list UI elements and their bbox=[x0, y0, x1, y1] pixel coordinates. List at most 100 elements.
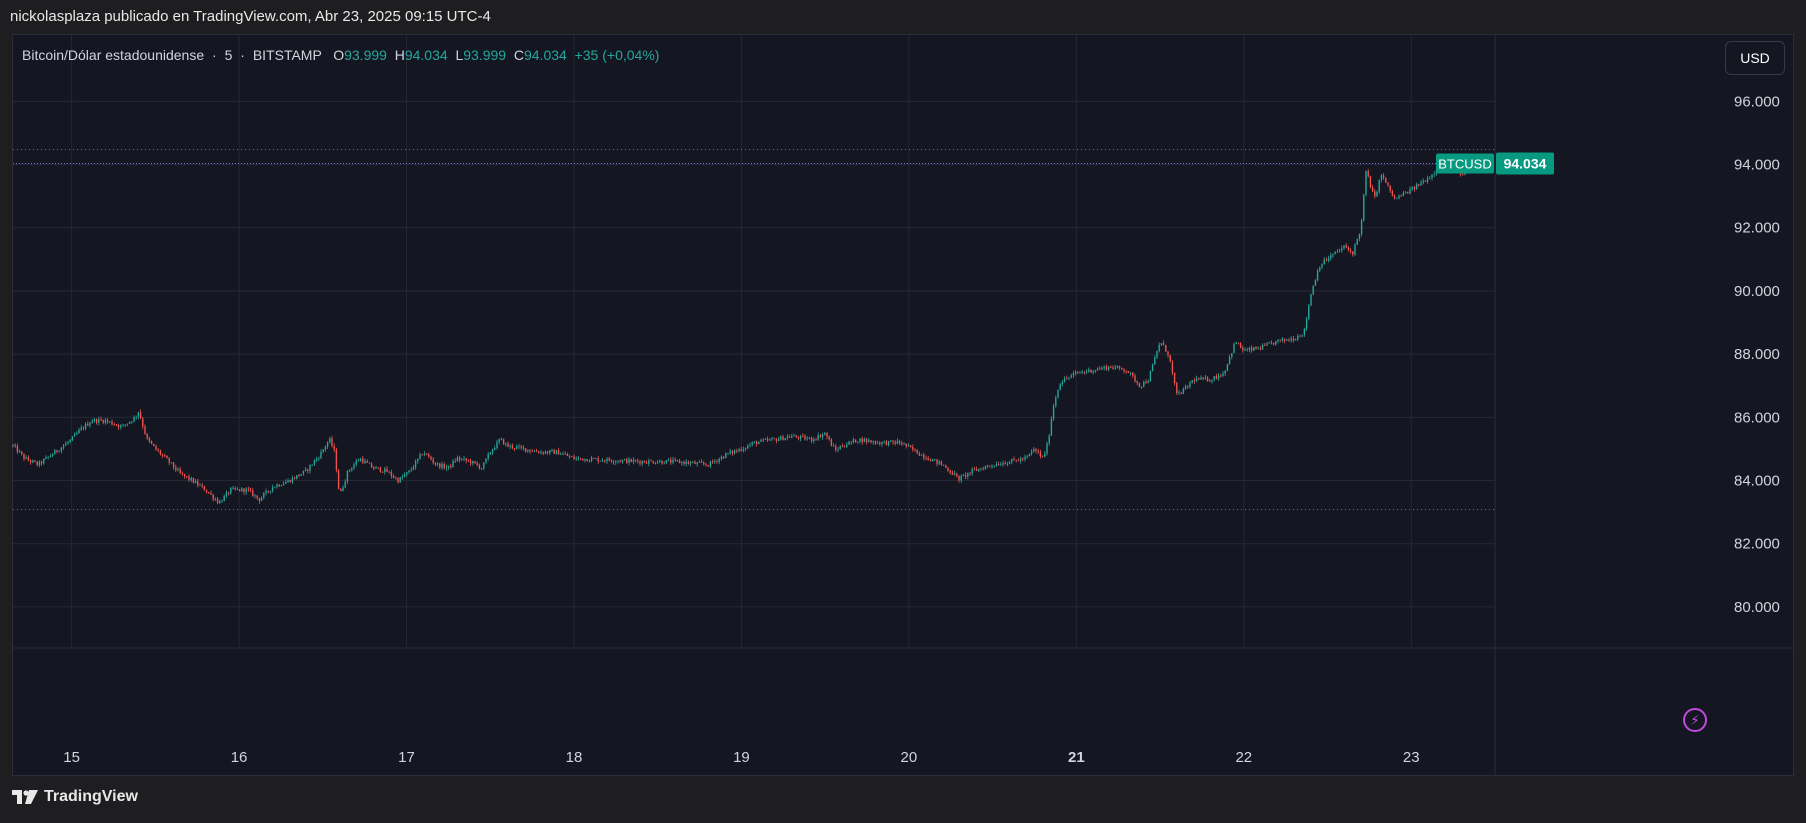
candle bbox=[124, 424, 126, 428]
candle bbox=[115, 424, 118, 427]
candle bbox=[1257, 346, 1259, 350]
candle bbox=[23, 453, 25, 462]
candle bbox=[153, 443, 155, 447]
candle bbox=[439, 462, 441, 470]
candle-body bbox=[524, 448, 527, 452]
candle-body bbox=[430, 456, 432, 460]
candle bbox=[388, 470, 390, 474]
candle bbox=[993, 465, 995, 468]
candle-body bbox=[802, 435, 804, 437]
candle bbox=[1385, 177, 1387, 183]
candle bbox=[230, 486, 232, 495]
candle bbox=[729, 448, 731, 455]
candle bbox=[810, 436, 813, 444]
candle-body bbox=[1070, 375, 1072, 378]
candle bbox=[271, 484, 274, 493]
candle-body bbox=[399, 477, 401, 483]
candle bbox=[227, 491, 230, 496]
candle-body bbox=[685, 461, 687, 465]
candle bbox=[476, 461, 478, 467]
candle bbox=[905, 443, 907, 449]
candle bbox=[142, 416, 144, 430]
tradingview-logo[interactable]: TradingView bbox=[12, 788, 138, 806]
candle-body bbox=[696, 462, 698, 464]
candle bbox=[1365, 170, 1367, 197]
candle bbox=[289, 479, 291, 483]
candle bbox=[1369, 175, 1372, 189]
candle bbox=[113, 422, 115, 426]
candle-body bbox=[1136, 381, 1138, 384]
candle-body bbox=[1248, 347, 1251, 350]
candle-body bbox=[1022, 458, 1024, 460]
candle bbox=[1387, 181, 1389, 187]
candle-body bbox=[450, 465, 452, 467]
candle-body bbox=[527, 449, 529, 452]
candle-body bbox=[641, 461, 643, 464]
candle-body bbox=[1323, 259, 1325, 265]
currency-button[interactable]: USD bbox=[1725, 41, 1785, 75]
candle-body bbox=[821, 434, 824, 438]
candle bbox=[65, 441, 67, 446]
candle-body bbox=[478, 465, 481, 469]
lightning-icon[interactable]: ⚡ bbox=[1683, 708, 1707, 732]
candle-body bbox=[348, 469, 351, 471]
candle bbox=[1030, 449, 1033, 456]
candle bbox=[164, 453, 166, 458]
candle-body bbox=[1418, 184, 1420, 186]
candle bbox=[205, 489, 208, 494]
candle bbox=[590, 455, 593, 463]
candle-body bbox=[265, 490, 267, 494]
candle-body bbox=[95, 419, 98, 423]
candle bbox=[621, 459, 624, 464]
candle-body bbox=[923, 454, 925, 459]
candle-body bbox=[1039, 451, 1042, 457]
candle bbox=[245, 486, 247, 495]
candle-body bbox=[993, 465, 995, 467]
candle bbox=[898, 439, 901, 445]
candle bbox=[122, 423, 124, 427]
candle bbox=[1253, 346, 1255, 352]
candle bbox=[172, 461, 175, 470]
candle bbox=[421, 454, 423, 456]
candle bbox=[362, 455, 364, 465]
candle-body bbox=[1189, 382, 1191, 387]
candle-body bbox=[21, 451, 23, 454]
x-tick-label: 19 bbox=[733, 749, 750, 766]
candle-body bbox=[1154, 357, 1156, 365]
candle bbox=[216, 496, 219, 505]
candle-body bbox=[1024, 457, 1026, 460]
candle bbox=[161, 453, 164, 459]
candle bbox=[465, 457, 467, 464]
candle-body bbox=[1314, 280, 1317, 286]
candle-body bbox=[1316, 270, 1319, 281]
candle-body bbox=[221, 501, 223, 502]
candle bbox=[1222, 371, 1224, 377]
candle-body bbox=[540, 452, 542, 453]
candle bbox=[1110, 365, 1112, 369]
candle-body bbox=[483, 462, 485, 469]
candle-body bbox=[590, 458, 593, 461]
candle bbox=[285, 479, 287, 484]
candle-body bbox=[582, 458, 584, 461]
candle bbox=[395, 476, 397, 480]
candle bbox=[494, 445, 496, 451]
candle-body bbox=[76, 432, 78, 435]
candle-body bbox=[67, 441, 69, 444]
candle bbox=[1321, 263, 1323, 270]
candle bbox=[1275, 340, 1277, 346]
candle bbox=[863, 437, 866, 443]
candle bbox=[1206, 376, 1209, 382]
candle bbox=[751, 441, 753, 447]
candle-body bbox=[606, 458, 608, 462]
candle-body bbox=[703, 462, 705, 465]
candle-body bbox=[89, 423, 91, 426]
candle-body bbox=[678, 460, 681, 464]
candle-body bbox=[1066, 378, 1068, 380]
candle-body bbox=[1050, 418, 1053, 436]
candle-body bbox=[1235, 342, 1237, 344]
candle bbox=[67, 440, 69, 445]
candle-body bbox=[612, 461, 615, 463]
candle-body bbox=[12, 445, 14, 446]
candle bbox=[1299, 334, 1301, 338]
